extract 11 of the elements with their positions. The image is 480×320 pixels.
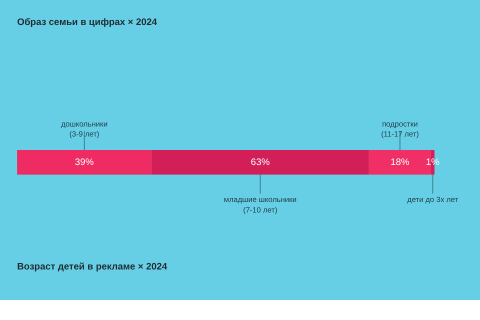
data-label: 18%	[390, 157, 410, 168]
series-label: подростки (11-17 лет)	[381, 119, 420, 139]
text: дети до 3х лет	[407, 195, 459, 204]
data-label: 63%	[250, 157, 270, 168]
data-label: 39%	[74, 157, 94, 168]
chart-title: Образ семьи в цифрах × 2024	[17, 16, 158, 28]
bar	[17, 150, 152, 175]
text: Возраст детей в рекламе × 2024	[17, 262, 168, 273]
text: младшие школьники (7-10 лет)	[224, 195, 297, 215]
series-label: дошкольники (3-9 лет)	[61, 119, 108, 139]
bar	[152, 150, 369, 175]
